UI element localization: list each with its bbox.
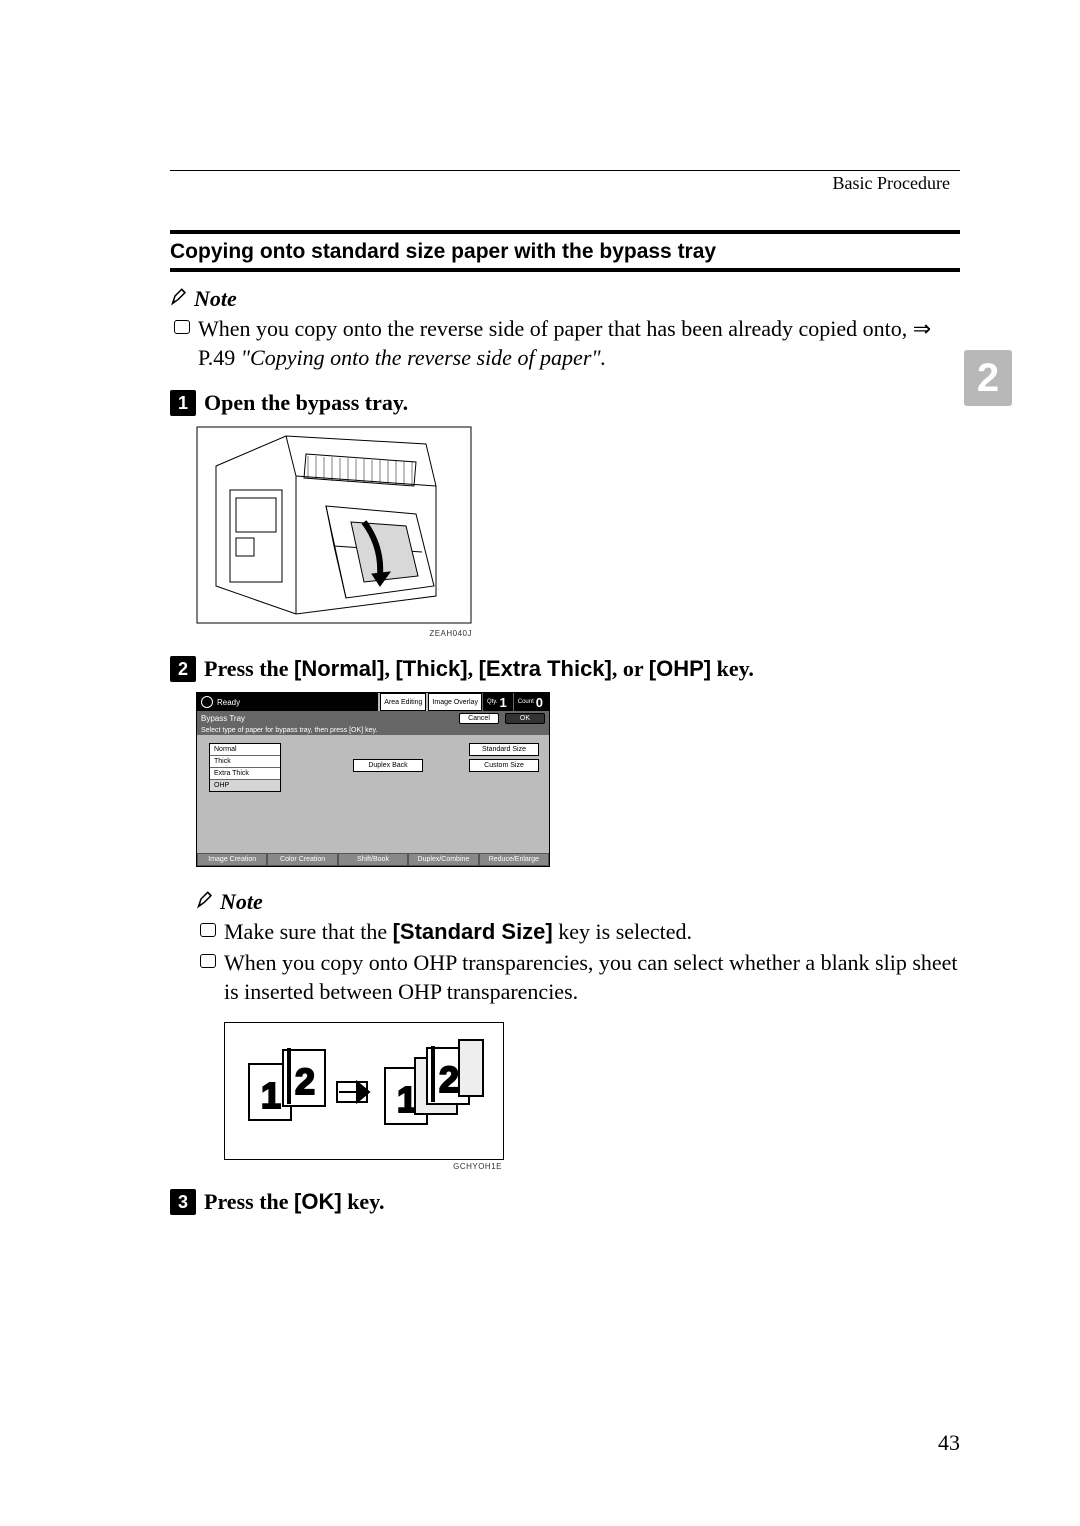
step-2: 2 Press the [Normal], [Thick], [Extra Th… bbox=[170, 656, 960, 682]
step2-sep2: , bbox=[468, 656, 479, 681]
area-editing-button[interactable]: Area Editing bbox=[380, 693, 426, 711]
step1-badge: 1 bbox=[170, 390, 196, 416]
note1-italic: "Copying onto the reverse side of paper"… bbox=[241, 345, 606, 370]
note2b-row: When you copy onto OHP transparencies, y… bbox=[170, 948, 960, 1006]
paper-normal-button[interactable]: Normal bbox=[210, 744, 280, 756]
paper-ohp-button[interactable]: OHP bbox=[210, 780, 280, 791]
step2-suffix: key. bbox=[711, 656, 754, 681]
ready-label: Ready bbox=[217, 698, 240, 707]
paper-thick-button[interactable]: Thick bbox=[210, 756, 280, 768]
ready-area: Ready bbox=[197, 693, 378, 711]
step2-text: Press the [Normal], [Thick], [Extra Thic… bbox=[204, 656, 754, 682]
note-heading-1: Note bbox=[170, 286, 237, 312]
ok-button[interactable]: OK bbox=[505, 713, 545, 724]
step2-prefix: Press the bbox=[204, 656, 294, 681]
step3-prefix: Press the bbox=[204, 1189, 294, 1214]
note1-row: When you copy onto the reverse side of p… bbox=[170, 314, 960, 372]
figure-bypass-tray: ZEAH040J bbox=[170, 426, 960, 638]
screen-title-bar: Bypass Tray Cancel OK bbox=[197, 711, 549, 726]
tab-reduce-enlarge[interactable]: Reduce/Enlarge bbox=[479, 853, 549, 866]
custom-size-button[interactable]: Custom Size bbox=[469, 759, 539, 772]
svg-text:2: 2 bbox=[439, 1059, 459, 1100]
note2a-row: Make sure that the [Standard Size] key i… bbox=[170, 917, 960, 946]
qty-num: 1 bbox=[498, 695, 509, 710]
note2a-text: Make sure that the [Standard Size] key i… bbox=[224, 917, 692, 946]
bullet-icon bbox=[174, 320, 190, 334]
image-overlay-button[interactable]: Image Overlay bbox=[428, 693, 482, 711]
section-title-bar: Copying onto standard size paper with th… bbox=[170, 230, 960, 272]
svg-text:2: 2 bbox=[295, 1061, 315, 1102]
note1-text: When you copy onto the reverse side of p… bbox=[198, 314, 960, 372]
note2b-text: When you copy onto OHP transparencies, y… bbox=[224, 948, 960, 1006]
bullet-icon bbox=[200, 954, 216, 968]
ready-icon bbox=[201, 696, 213, 708]
step1-text: Open the bypass tray. bbox=[204, 390, 408, 416]
page-number: 43 bbox=[938, 1430, 960, 1456]
step3-k1: [OK] bbox=[294, 1189, 342, 1214]
note2a-post: key is selected. bbox=[553, 919, 692, 944]
step-3: 3 Press the [OK] key. bbox=[170, 1189, 960, 1215]
screen-topbar: Ready Area Editing Image Overlay Qty. 1 … bbox=[197, 693, 549, 711]
step3-suffix: key. bbox=[342, 1189, 385, 1214]
figure-screen-panel: Ready Area Editing Image Overlay Qty. 1 … bbox=[170, 692, 960, 867]
section-title: Copying onto standard size paper with th… bbox=[170, 240, 716, 263]
tab-shift-book[interactable]: Shift/Book bbox=[338, 853, 408, 866]
tab-image-creation[interactable]: Image Creation bbox=[197, 853, 267, 866]
paper-type-list: Normal Thick Extra Thick OHP bbox=[209, 743, 281, 792]
count-num: 0 bbox=[534, 695, 545, 710]
tab-color-creation[interactable]: Color Creation bbox=[267, 853, 337, 866]
ohp-diagram: 1 2 1 2 bbox=[224, 1022, 504, 1160]
breadcrumb: Basic Procedure bbox=[170, 173, 960, 194]
step2-k2: [Thick] bbox=[395, 656, 467, 681]
step2-k4: [OHP] bbox=[649, 656, 711, 681]
fig2-caption: GCHYOH1E bbox=[224, 1162, 502, 1171]
printer-screen: Ready Area Editing Image Overlay Qty. 1 … bbox=[196, 692, 550, 867]
figure-ohp-slip: 1 2 1 2 GCHYOH1E bbox=[170, 1022, 960, 1171]
note-heading-2: Note bbox=[170, 889, 263, 915]
step2-sep1: , bbox=[384, 656, 395, 681]
step2-k3: [Extra Thick] bbox=[479, 656, 612, 681]
step2-k1: [Normal] bbox=[294, 656, 384, 681]
fig1-caption: ZEAH040J bbox=[196, 629, 472, 638]
step3-text: Press the [OK] key. bbox=[204, 1189, 384, 1215]
step-1: 1 Open the bypass tray. bbox=[170, 390, 960, 416]
step2-badge: 2 bbox=[170, 656, 196, 682]
note2a-pre: Make sure that the bbox=[224, 919, 393, 944]
screen-title: Bypass Tray bbox=[201, 714, 245, 723]
step3-badge: 3 bbox=[170, 1189, 196, 1215]
pencil-icon bbox=[196, 889, 216, 915]
size-list: Standard Size Custom Size bbox=[469, 743, 539, 775]
count-display: Count 0 bbox=[513, 693, 549, 711]
qty-label: Qty. bbox=[487, 699, 498, 706]
header-rule bbox=[170, 170, 960, 171]
note-label: Note bbox=[194, 286, 237, 312]
page-content: Basic Procedure Copying onto standard si… bbox=[0, 0, 1080, 1275]
tab-duplex-combine[interactable]: Duplex/Combine bbox=[408, 853, 478, 866]
bullet-icon bbox=[200, 923, 216, 937]
note-label-2: Note bbox=[220, 889, 263, 915]
standard-size-button[interactable]: Standard Size bbox=[469, 743, 539, 756]
svg-text:1: 1 bbox=[261, 1075, 281, 1116]
qty-display: Qty. 1 bbox=[482, 693, 513, 711]
screen-subtitle: Select type of paper for bypass tray, th… bbox=[197, 726, 549, 735]
count-label: Count bbox=[518, 699, 534, 706]
duplex-back-button[interactable]: Duplex Back bbox=[353, 759, 423, 772]
screen-bottom-tabs: Image Creation Color Creation Shift/Book… bbox=[197, 853, 549, 866]
paper-extra-thick-button[interactable]: Extra Thick bbox=[210, 768, 280, 780]
printer-illustration bbox=[196, 426, 472, 624]
step2-sep3: , or bbox=[612, 656, 649, 681]
note2a-key: [Standard Size] bbox=[393, 919, 553, 944]
screen-body: Normal Thick Extra Thick OHP Duplex Back… bbox=[197, 735, 549, 853]
pencil-icon bbox=[170, 286, 190, 312]
cancel-button[interactable]: Cancel bbox=[459, 713, 499, 724]
